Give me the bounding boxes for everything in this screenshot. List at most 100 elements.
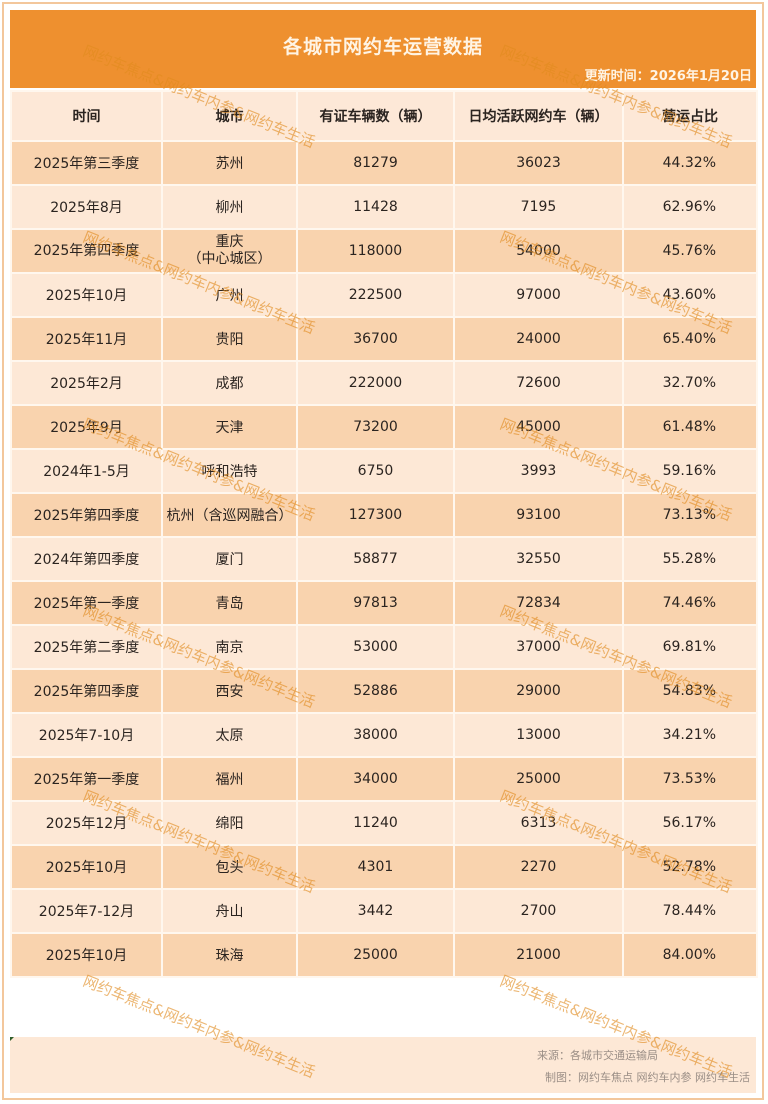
cell-ratio: 73.53% bbox=[622, 756, 758, 802]
cell-active: 3993 bbox=[453, 448, 624, 494]
cell-city: 贵阳 bbox=[161, 316, 298, 362]
table-row: 2025年第一季度 福州 34000 25000 73.53% bbox=[10, 756, 758, 802]
cell-licensed: 58877 bbox=[296, 536, 455, 582]
cell-period: 2025年第一季度 bbox=[10, 580, 163, 626]
cell-active: 13000 bbox=[453, 712, 624, 758]
cell-city: 苏州 bbox=[161, 140, 298, 186]
cell-city: 珠海 bbox=[161, 932, 298, 978]
cell-ratio: 61.48% bbox=[622, 404, 758, 450]
table-header-row: 时间 城市 有证车辆数（辆） 日均活跃网约车（辆） 营运占比 bbox=[10, 90, 758, 142]
cell-active: 93100 bbox=[453, 492, 624, 538]
cell-licensed: 38000 bbox=[296, 712, 455, 758]
cell-city: 福州 bbox=[161, 756, 298, 802]
cell-period: 2024年第四季度 bbox=[10, 536, 163, 582]
cell-city: 杭州（含巡网融合） bbox=[161, 492, 298, 538]
cell-period: 2025年第二季度 bbox=[10, 624, 163, 670]
cell-active: 29000 bbox=[453, 668, 624, 714]
cell-licensed: 3442 bbox=[296, 888, 455, 934]
cell-ratio: 84.00% bbox=[622, 932, 758, 978]
cell-licensed: 222000 bbox=[296, 360, 455, 406]
footer: 来源：各城市交通运输局 制图：网约车焦点 网约车内参 网约车生活 bbox=[10, 1037, 756, 1093]
table-row: 2025年8月 柳州 11428 7195 62.96% bbox=[10, 184, 758, 230]
title-banner: 各城市网约车运营数据 更新时间：2026年1月20日 bbox=[10, 10, 756, 88]
cell-licensed: 11240 bbox=[296, 800, 455, 846]
cell-period: 2025年第四季度 bbox=[10, 492, 163, 538]
cell-city: 天津 bbox=[161, 404, 298, 450]
column-header-city: 城市 bbox=[161, 90, 298, 142]
table-row: 2024年1-5月 呼和浩特 6750 3993 59.16% bbox=[10, 448, 758, 494]
column-header-period: 时间 bbox=[10, 90, 163, 142]
cell-licensed: 53000 bbox=[296, 624, 455, 670]
cell-active: 72600 bbox=[453, 360, 624, 406]
cell-ratio: 32.70% bbox=[622, 360, 758, 406]
cell-ratio: 43.60% bbox=[622, 272, 758, 318]
cell-active: 72834 bbox=[453, 580, 624, 626]
table-row: 2025年2月 成都 222000 72600 32.70% bbox=[10, 360, 758, 406]
cell-city: 太原 bbox=[161, 712, 298, 758]
cell-city: 呼和浩特 bbox=[161, 448, 298, 494]
cell-licensed: 97813 bbox=[296, 580, 455, 626]
cell-active: 36023 bbox=[453, 140, 624, 186]
cell-city-note: （中心城区） bbox=[187, 251, 272, 267]
table-row: 2025年第四季度 西安 52886 29000 54.83% bbox=[10, 668, 758, 714]
table-row: 2025年10月 珠海 25000 21000 84.00% bbox=[10, 932, 758, 978]
cell-period: 2025年8月 bbox=[10, 184, 163, 230]
cell-ratio: 65.40% bbox=[622, 316, 758, 362]
cell-period: 2025年10月 bbox=[10, 844, 163, 890]
cell-ratio: 54.83% bbox=[622, 668, 758, 714]
footer-source: 来源：各城市交通运输局 bbox=[537, 1049, 658, 1062]
cell-period: 2025年第四季度 bbox=[10, 668, 163, 714]
cell-city: 青岛 bbox=[161, 580, 298, 626]
cell-licensed: 52886 bbox=[296, 668, 455, 714]
cell-licensed: 6750 bbox=[296, 448, 455, 494]
cell-active: 6313 bbox=[453, 800, 624, 846]
cell-licensed: 81279 bbox=[296, 140, 455, 186]
cell-active: 32550 bbox=[453, 536, 624, 582]
cell-city: 西安 bbox=[161, 668, 298, 714]
cell-licensed: 73200 bbox=[296, 404, 455, 450]
cell-active: 2700 bbox=[453, 888, 624, 934]
cell-active: 7195 bbox=[453, 184, 624, 230]
table-row: 2025年第二季度 南京 53000 37000 69.81% bbox=[10, 624, 758, 670]
cell-city: 南京 bbox=[161, 624, 298, 670]
table-row: 2025年7-12月 舟山 3442 2700 78.44% bbox=[10, 888, 758, 934]
column-header-ratio: 营运占比 bbox=[622, 90, 758, 142]
cell-period: 2025年9月 bbox=[10, 404, 163, 450]
cell-licensed: 25000 bbox=[296, 932, 455, 978]
table-row: 2025年第四季度 杭州（含巡网融合） 127300 93100 73.13% bbox=[10, 492, 758, 538]
cell-ratio: 59.16% bbox=[622, 448, 758, 494]
cell-period: 2025年12月 bbox=[10, 800, 163, 846]
cell-licensed: 127300 bbox=[296, 492, 455, 538]
cell-active: 24000 bbox=[453, 316, 624, 362]
cell-period: 2025年7-10月 bbox=[10, 712, 163, 758]
cell-period: 2025年7-12月 bbox=[10, 888, 163, 934]
table-row: 2025年7-10月 太原 38000 13000 34.21% bbox=[10, 712, 758, 758]
cell-period: 2025年第三季度 bbox=[10, 140, 163, 186]
cell-licensed: 11428 bbox=[296, 184, 455, 230]
cell-licensed: 222500 bbox=[296, 272, 455, 318]
cell-active: 97000 bbox=[453, 272, 624, 318]
column-header-licensed: 有证车辆数（辆） bbox=[296, 90, 455, 142]
cell-period: 2025年10月 bbox=[10, 932, 163, 978]
cell-city-name: 重庆 bbox=[215, 234, 244, 250]
table-row: 2025年第三季度 苏州 81279 36023 44.32% bbox=[10, 140, 758, 186]
cell-ratio: 55.28% bbox=[622, 536, 758, 582]
table-row: 2025年9月 天津 73200 45000 61.48% bbox=[10, 404, 758, 450]
cell-period: 2025年11月 bbox=[10, 316, 163, 362]
cell-ratio: 52.78% bbox=[622, 844, 758, 890]
table-row: 2025年第一季度 青岛 97813 72834 74.46% bbox=[10, 580, 758, 626]
cell-ratio: 69.81% bbox=[622, 624, 758, 670]
cell-city: 舟山 bbox=[161, 888, 298, 934]
cell-active: 37000 bbox=[453, 624, 624, 670]
cell-period: 2025年2月 bbox=[10, 360, 163, 406]
cell-active: 21000 bbox=[453, 932, 624, 978]
cell-city: 广州 bbox=[161, 272, 298, 318]
cell-ratio: 74.46% bbox=[622, 580, 758, 626]
cell-ratio: 34.21% bbox=[622, 712, 758, 758]
table-row: 2025年10月 广州 222500 97000 43.60% bbox=[10, 272, 758, 318]
cell-licensed: 4301 bbox=[296, 844, 455, 890]
table-row: 2024年第四季度 厦门 58877 32550 55.28% bbox=[10, 536, 758, 582]
cell-city: 绵阳 bbox=[161, 800, 298, 846]
cell-city: 成都 bbox=[161, 360, 298, 406]
cell-ratio: 56.17% bbox=[622, 800, 758, 846]
